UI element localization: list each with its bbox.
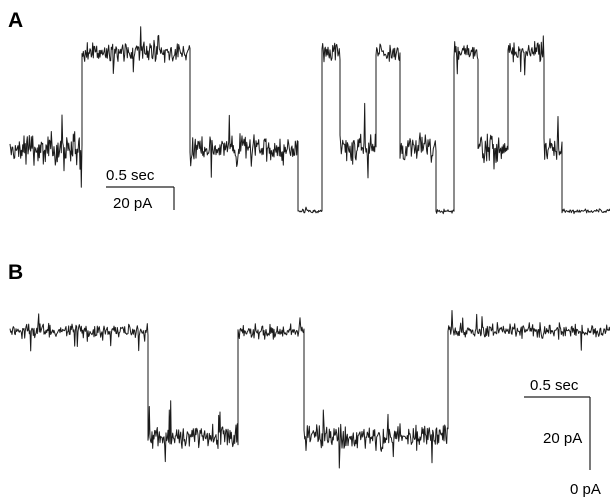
panel-a-time-scale-label: 0.5 sec bbox=[106, 167, 155, 184]
panel-a-dwell-high-12 bbox=[508, 43, 544, 61]
panel-a-trace bbox=[9, 26, 610, 215]
panel-a-label: A bbox=[8, 9, 23, 32]
panel-a-dwell-high-5 bbox=[322, 43, 340, 61]
panel-b-label: B bbox=[8, 261, 23, 284]
panel-a-dwell-mid-13 bbox=[544, 134, 562, 162]
panel-a-dwell-mid-8 bbox=[400, 134, 436, 162]
panel-a-dwell-mid-0 bbox=[10, 134, 82, 162]
panel-a-scale-bar: 0.5 sec 20 pA bbox=[106, 167, 175, 212]
panel-a-dwell-baseline-9 bbox=[436, 209, 454, 213]
panel-b-dwell-closed-4 bbox=[448, 324, 610, 338]
panel-a-dwell-baseline-14 bbox=[562, 209, 610, 213]
panel-b-dwell-open-1 bbox=[148, 425, 238, 449]
panel-b-trace-line bbox=[9, 310, 610, 469]
panel-b: B 0.5 sec 20 pA 0 pA bbox=[8, 261, 610, 498]
panel-a-dwell-high-10 bbox=[454, 43, 478, 61]
panel-b-time-scale-label: 0.5 sec bbox=[530, 377, 579, 394]
panel-b-trace bbox=[9, 310, 610, 469]
panel-b-dwell-closed-2 bbox=[238, 324, 304, 338]
panel-b-dwell-closed-0 bbox=[10, 324, 148, 338]
panel-b-zero-label: 0 pA bbox=[570, 481, 601, 498]
panel-a-dwell-mid-3 bbox=[238, 134, 298, 162]
panel-b-scale-bar: 0.5 sec 20 pA 0 pA bbox=[524, 377, 601, 498]
panel-a-dwell-mid-2 bbox=[190, 134, 238, 162]
panel-a-current-scale-label: 20 pA bbox=[113, 195, 152, 212]
panel-a-dwell-mid-11 bbox=[478, 134, 508, 162]
panel-a-dwell-high-1 bbox=[82, 43, 190, 61]
panel-b-dwell-open-3 bbox=[304, 425, 448, 449]
panel-b-current-scale-label: 20 pA bbox=[543, 430, 582, 447]
panel-a-dwell-high-7 bbox=[376, 43, 400, 61]
panel-a-dwell-baseline-4 bbox=[298, 209, 322, 213]
panel-a: A 0.5 sec 20 pA bbox=[8, 9, 610, 215]
panel-a-dwell-mid-6 bbox=[340, 134, 376, 162]
panel-a-trace-line bbox=[9, 26, 610, 215]
